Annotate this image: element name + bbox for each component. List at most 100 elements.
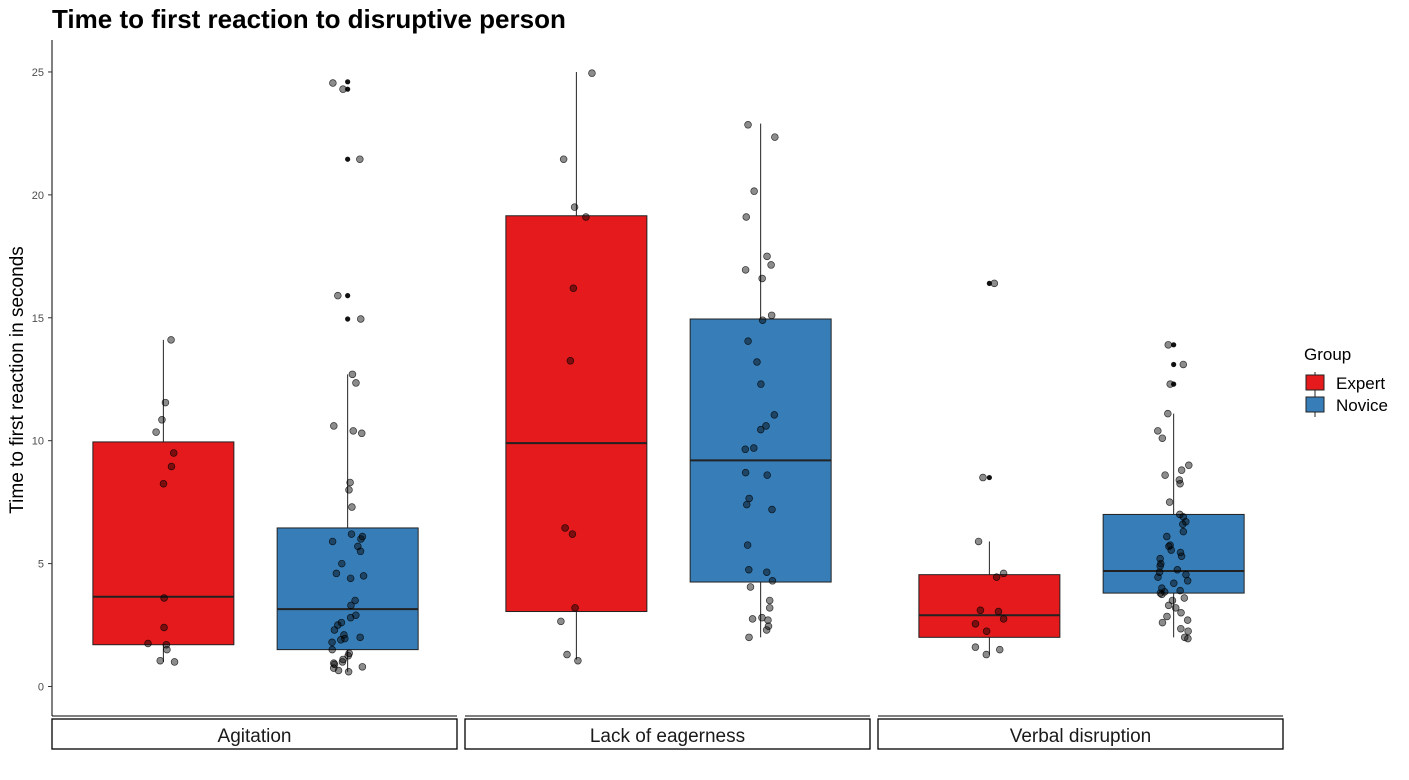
box-iqr <box>92 441 235 646</box>
outlier-point <box>345 293 351 299</box>
data-point <box>156 656 164 665</box>
data-point <box>748 615 757 623</box>
facet-strips: Agitation Lack of eagerness Verbal disrupt… <box>51 718 1284 750</box>
data-point <box>1165 542 1173 551</box>
data-point <box>330 626 339 634</box>
data-point <box>1164 409 1172 418</box>
data-point <box>163 645 171 654</box>
data-point <box>349 427 357 435</box>
data-point <box>1164 341 1173 349</box>
data-point <box>763 568 771 576</box>
data-point <box>582 213 590 221</box>
data-point <box>1177 552 1186 560</box>
data-point <box>559 155 568 163</box>
data-point <box>771 133 779 141</box>
data-point <box>328 638 336 647</box>
data-point <box>568 530 577 538</box>
data-point <box>348 503 356 511</box>
data-point <box>1165 498 1174 506</box>
data-point <box>152 428 160 436</box>
data-point <box>344 652 353 660</box>
data-point <box>999 569 1008 578</box>
data-point <box>744 337 752 345</box>
data-point <box>971 620 980 628</box>
legend-title: Group <box>1304 345 1351 364</box>
data-point <box>351 596 359 605</box>
data-point <box>763 471 771 479</box>
data-point <box>344 668 353 676</box>
data-point <box>1176 586 1184 595</box>
y-tick-label: 20 <box>32 190 44 202</box>
data-point <box>1154 427 1162 435</box>
data-point <box>1163 612 1171 621</box>
data-point <box>768 577 777 585</box>
chart-title: Time to first reaction to disruptive per… <box>52 4 566 34</box>
data-point <box>742 213 750 221</box>
data-point <box>1166 380 1174 388</box>
strip-verbal-disruption: Verbal disruption <box>877 718 1284 750</box>
data-point <box>999 615 1008 623</box>
y-tick-label: 5 <box>38 559 44 571</box>
data-point <box>741 445 750 454</box>
box-agitation-novice <box>276 79 419 676</box>
data-point <box>339 85 347 93</box>
outlier-point <box>345 316 351 322</box>
box-verbal-disruption-expert <box>918 279 1061 659</box>
data-point <box>1177 466 1186 474</box>
data-point <box>158 416 166 424</box>
data-point <box>357 315 365 323</box>
data-point <box>588 69 596 77</box>
data-point <box>170 658 179 666</box>
outlier-point <box>1171 361 1177 368</box>
data-point <box>359 572 368 580</box>
panel-verbal-disruption <box>878 279 1283 717</box>
data-point <box>994 607 1003 616</box>
y-tick-label: 10 <box>32 436 44 448</box>
data-point <box>167 336 175 344</box>
data-point <box>569 284 578 293</box>
data-point <box>338 658 347 666</box>
box-agitation-expert <box>92 336 235 666</box>
data-point <box>743 541 752 549</box>
legend-key <box>1305 396 1325 413</box>
data-point <box>159 479 168 488</box>
data-point <box>1167 546 1175 554</box>
data-point <box>346 574 355 583</box>
data-point <box>1158 590 1166 599</box>
y-tick-label: 15 <box>32 313 44 325</box>
legend-label: Novice <box>1336 396 1388 415</box>
outlier-point <box>345 79 351 85</box>
data-point <box>345 486 353 494</box>
data-point <box>338 559 346 568</box>
data-point <box>356 155 364 163</box>
data-point <box>982 650 991 659</box>
data-point <box>160 594 168 602</box>
box-iqr <box>689 318 832 583</box>
data-point <box>334 291 342 300</box>
data-point <box>764 622 773 631</box>
data-point <box>348 370 357 379</box>
data-point <box>741 468 750 477</box>
y-axis-label: Time to first reaction in seconds <box>7 246 28 514</box>
y-tick-label: 25 <box>32 67 44 79</box>
data-point <box>356 633 364 642</box>
data-point <box>762 626 771 634</box>
data-point <box>1184 634 1192 643</box>
data-point <box>767 261 775 269</box>
data-point <box>1156 562 1164 570</box>
data-point <box>1170 579 1178 588</box>
data-point <box>334 666 343 675</box>
data-point <box>1182 570 1190 579</box>
data-point <box>358 663 367 671</box>
data-point <box>332 569 341 578</box>
data-point <box>744 121 752 129</box>
data-point <box>750 187 758 195</box>
data-point <box>1176 479 1184 488</box>
legend-entry-novice: Novice <box>1305 394 1388 417</box>
panel-lack-of-eagerness <box>465 69 870 717</box>
data-point <box>1177 609 1185 617</box>
box-iqr <box>276 527 419 651</box>
data-point <box>1164 601 1173 610</box>
data-point <box>756 425 765 434</box>
